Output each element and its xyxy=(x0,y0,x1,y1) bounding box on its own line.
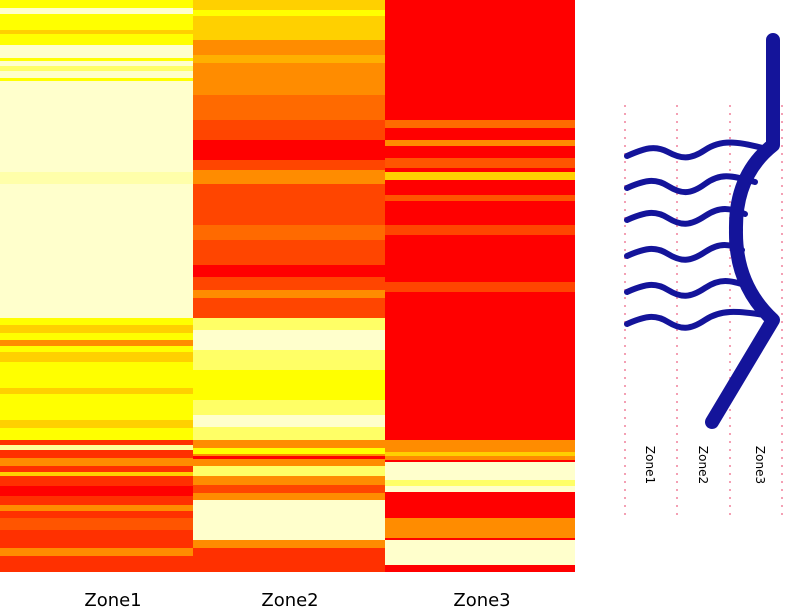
zone-label: Zone3 xyxy=(753,446,767,484)
zone-label: Zone2 xyxy=(696,446,710,484)
diagram xyxy=(624,33,783,515)
zone-label: Zone1 xyxy=(643,446,657,484)
column-label: Zone2 xyxy=(261,590,318,611)
column-label: Zone3 xyxy=(453,590,510,611)
heatmap xyxy=(0,0,575,572)
column-label: Zone1 xyxy=(84,590,141,611)
